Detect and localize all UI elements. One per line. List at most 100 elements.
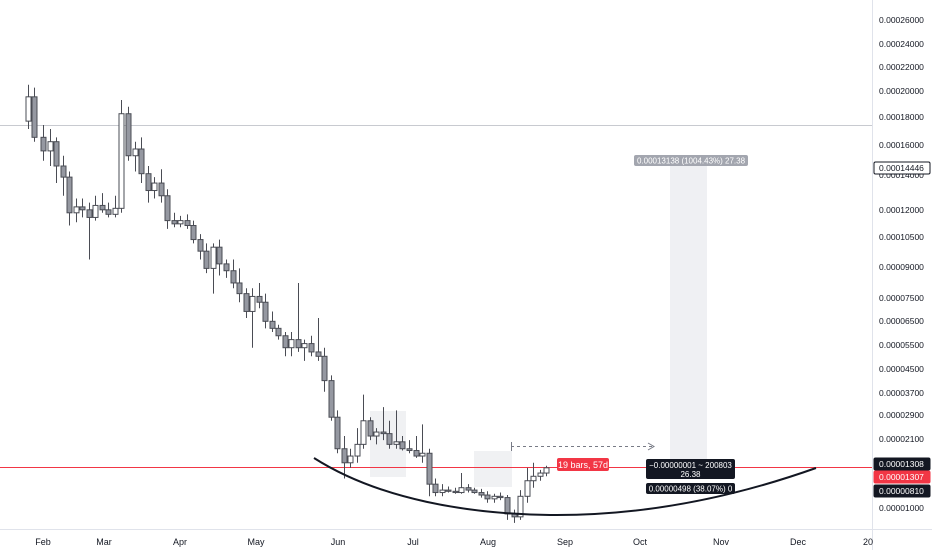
candle-body-down	[236, 282, 243, 295]
candle	[31, 87, 38, 142]
range-info-box	[646, 459, 735, 479]
candle	[53, 137, 60, 184]
candle-body-up	[73, 206, 80, 214]
candle	[177, 215, 184, 228]
price-label-box	[873, 484, 931, 498]
candle	[190, 220, 197, 244]
candle-body-up	[524, 480, 531, 497]
candle-body-up	[249, 295, 256, 312]
y-tick-label: 0.00001000	[879, 503, 924, 513]
x-tick-label: Oct	[633, 537, 648, 547]
candle-body-down	[341, 448, 348, 464]
bars-badge-text: 19 bars, 57d	[558, 460, 608, 470]
candle	[282, 331, 289, 357]
candle	[243, 288, 250, 318]
candle	[203, 243, 210, 274]
drawdown-label-text: 0.00000498 (38.07%) 0	[649, 485, 733, 494]
candle-body-down	[367, 420, 374, 437]
y-tick-label: 0.00002900	[879, 410, 924, 420]
candle-body-down	[275, 327, 282, 337]
candle-body-down	[99, 204, 106, 211]
y-tick-label: 0.00022000	[879, 62, 924, 72]
candle-body-down	[171, 220, 178, 225]
candle	[341, 436, 348, 479]
candle-body-up	[458, 487, 465, 494]
y-tick-label: 0.00003700	[879, 388, 924, 398]
candle-body-down	[138, 148, 145, 175]
candle-body-up	[354, 443, 361, 457]
candle-body-down	[190, 225, 197, 241]
candle	[315, 317, 322, 361]
candle	[138, 137, 145, 184]
candle-body-up	[517, 495, 524, 518]
measure-label-text: 0.00013138 (1004.43%) 27.38	[637, 157, 746, 166]
candle-body-down	[125, 113, 132, 157]
x-tick-label: Aug	[480, 537, 496, 547]
candle	[543, 465, 550, 477]
candle-body-down	[60, 165, 67, 178]
candle	[112, 195, 119, 218]
candle	[471, 487, 478, 494]
candle	[171, 212, 178, 228]
candle	[151, 177, 158, 199]
price-label-text: 0.00000810	[879, 486, 924, 496]
y-tick-label: 0.00012000	[879, 205, 924, 215]
candle-body-down	[66, 176, 73, 214]
candle	[328, 375, 335, 421]
candle-body-up	[543, 467, 550, 474]
y-tick-label: 0.00026000	[879, 15, 924, 25]
candle	[25, 84, 32, 129]
candle-body-down	[471, 489, 478, 494]
candle-body-up	[112, 207, 119, 215]
candle	[262, 293, 269, 329]
candle-body-down	[315, 351, 322, 357]
candle-body-down	[158, 182, 165, 197]
candle-body-down	[386, 433, 393, 445]
y-tick-label: 0.00002100	[879, 434, 924, 444]
candle-body-up	[537, 472, 544, 477]
candle-body-down	[262, 301, 269, 322]
x-tick-label: Jul	[407, 537, 419, 547]
x-tick-label: Feb	[35, 537, 51, 547]
candle	[158, 169, 165, 203]
x-tick-label: Dec	[790, 537, 807, 547]
candle	[478, 488, 485, 498]
candles-layer	[25, 84, 550, 523]
candle	[308, 335, 315, 357]
candle	[497, 492, 504, 501]
bars-badge	[557, 458, 609, 471]
highlight-zone-august	[474, 451, 512, 487]
candle-body-down	[40, 136, 47, 152]
candle-body-up	[151, 182, 158, 192]
candle	[216, 239, 223, 276]
price-label-text: 0.00001308	[879, 459, 924, 469]
candle-body-up	[393, 441, 400, 445]
candle	[386, 420, 393, 449]
x-tick-label: Apr	[173, 537, 187, 547]
candle	[40, 125, 47, 161]
x-tick-label: Sep	[557, 537, 573, 547]
candle-body-up	[491, 495, 498, 500]
candle-body-down	[53, 141, 60, 167]
candle	[288, 331, 295, 357]
candle	[132, 141, 139, 172]
candle-body-down	[478, 492, 485, 496]
candle-body-down	[334, 416, 341, 450]
candle-body-down	[269, 320, 276, 329]
candle-body-up	[373, 431, 380, 437]
candle	[367, 417, 374, 441]
candle	[184, 214, 191, 229]
price-label-text: 0.00001307	[879, 472, 924, 482]
x-tick-label: 20	[863, 537, 873, 547]
candle-body-down	[295, 339, 302, 349]
y-tick-label: 0.00024000	[879, 39, 924, 49]
candle	[354, 428, 361, 463]
y-tick-label: 0.00007500	[879, 293, 924, 303]
candle	[373, 428, 380, 445]
candle	[380, 407, 387, 441]
candle	[249, 288, 256, 348]
candle-body-down	[426, 452, 433, 485]
candle	[484, 491, 491, 503]
